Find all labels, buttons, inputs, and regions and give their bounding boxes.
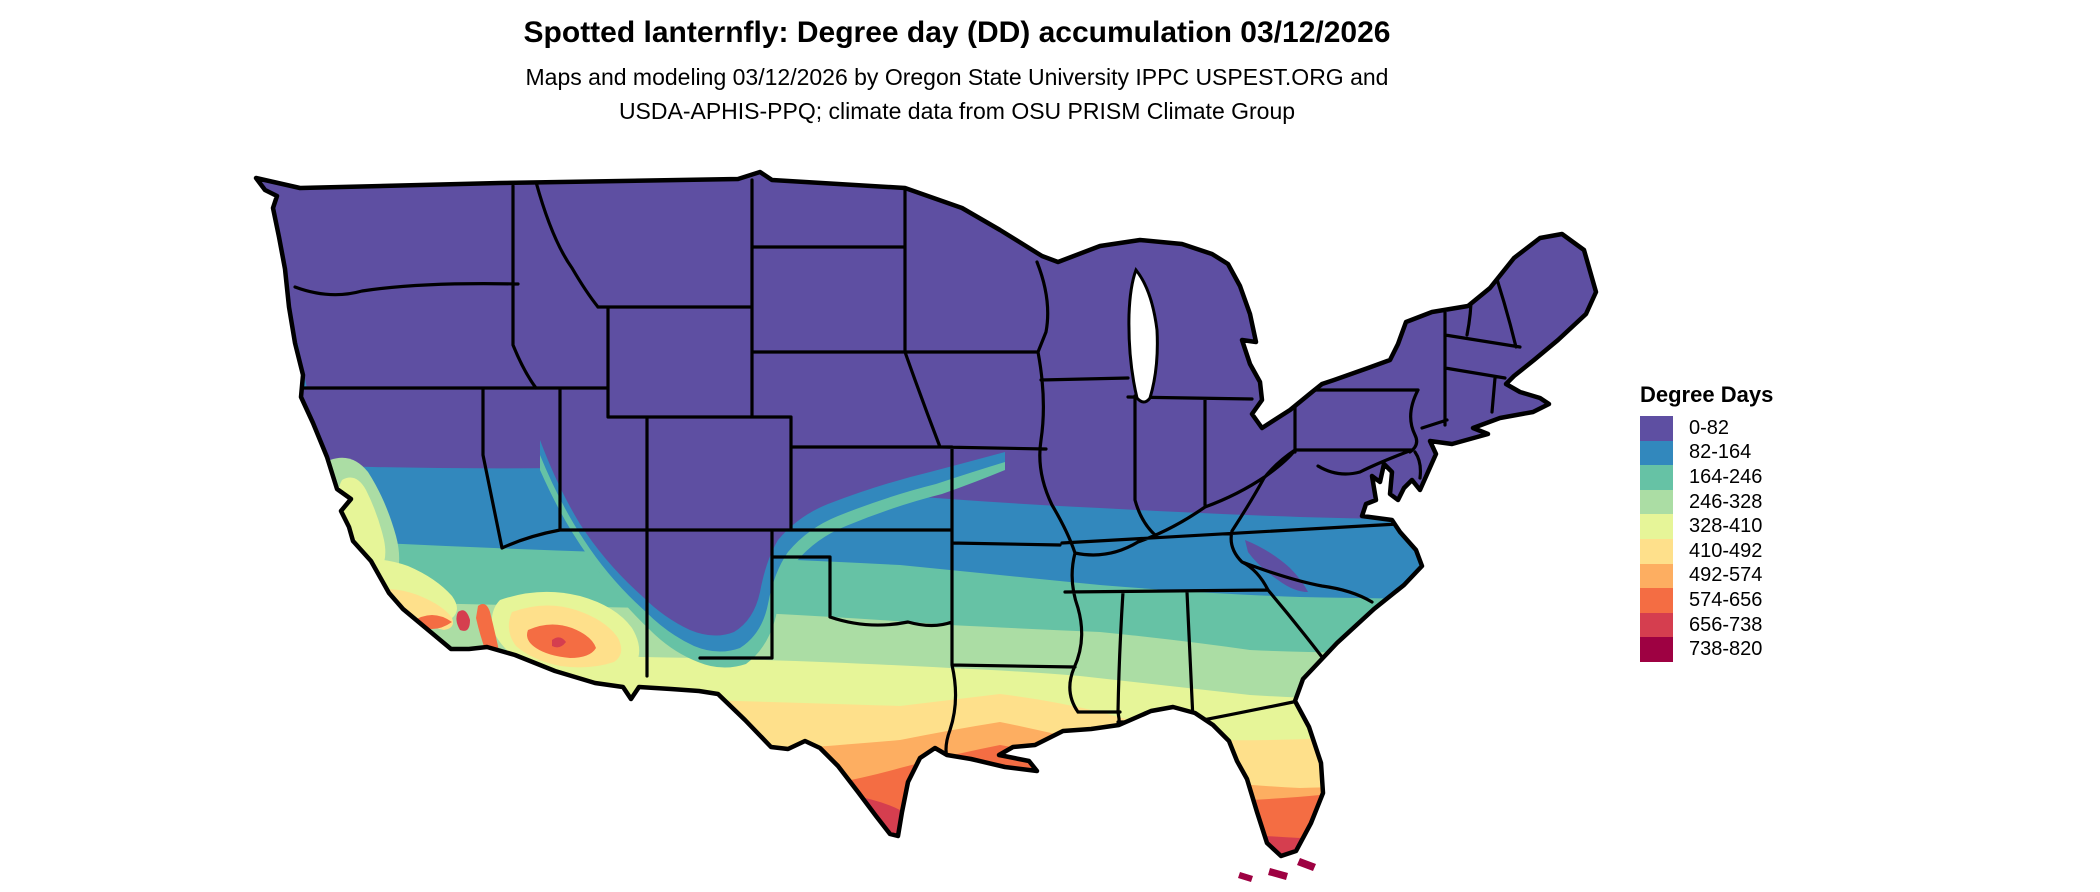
legend-swatch	[1640, 416, 1673, 441]
legend-label: 738-820	[1689, 638, 1763, 661]
us-outline	[253, 169, 1599, 859]
florida-keys-segment	[1268, 868, 1288, 880]
legend-row-738-820: 738-820	[1640, 637, 1773, 662]
legend-row-246-328: 246-328	[1640, 489, 1773, 515]
legend-swatch	[1640, 563, 1673, 589]
legend-title: Degree Days	[1640, 382, 1774, 407]
legend-swatch	[1640, 612, 1673, 638]
legend-swatch	[1640, 538, 1673, 564]
colorado-river-orange-streak	[476, 604, 500, 661]
band-656-738	[256, 795, 1596, 856]
legend-row-492-574: 492-574	[1640, 563, 1773, 589]
map-subtitle: Maps and modeling 03/12/2026 by Oregon S…	[0, 60, 1914, 128]
legend-label: 246-328	[1689, 490, 1763, 513]
band-738-820	[256, 828, 1596, 856]
band-410-492	[256, 694, 1596, 856]
legend-rows: 0-82 82-164 164-246 246-328 328-410 410-492 49…	[1640, 416, 1773, 662]
legend-label: 82-164	[1689, 441, 1752, 464]
legend-row-656-738: 656-738	[1640, 612, 1773, 638]
legend-label: 410-492	[1689, 539, 1763, 562]
legend-label: 656-738	[1689, 613, 1763, 636]
lake-michigan	[1127, 266, 1159, 404]
map-title: Spotted lanternfly: Degree day (DD) accu…	[523, 16, 1391, 49]
legend-row-574-656: 574-656	[1640, 588, 1773, 613]
band-328-410	[256, 650, 1596, 856]
legend-swatch	[1640, 514, 1673, 539]
band-574-656	[256, 745, 1596, 856]
legend-row-164-246: 164-246	[1640, 465, 1773, 490]
legend-row-410-492: 410-492	[1640, 538, 1773, 564]
socal-red-streak	[456, 610, 470, 631]
legend-swatch	[1640, 637, 1673, 662]
legend-label: 0-82	[1689, 416, 1730, 439]
state-borders	[293, 178, 1522, 760]
florida-keys	[1238, 858, 1316, 882]
west-interior-purple-core	[540, 350, 1005, 636]
subtitle-line-1: Maps and modeling 03/12/2026 by Oregon S…	[525, 64, 1389, 90]
legend-label: 574-656	[1689, 588, 1763, 611]
band-492-574	[256, 722, 1596, 856]
legend-row-328-410: 328-410	[1640, 514, 1773, 539]
legend-label: 492-574	[1689, 564, 1763, 587]
lake-champlain	[1442, 258, 1448, 312]
title-block: Spotted lanternfly: Degree day (DD) accu…	[0, 16, 1914, 128]
legend: Degree Days 0-82 82-164 164-246 246-328 328-…	[1640, 382, 1773, 662]
legend-swatch	[1640, 440, 1673, 466]
legend-label: 164-246	[1689, 465, 1763, 488]
legend-row-0-82: 0-82	[1640, 416, 1773, 441]
legend-swatch	[1640, 588, 1673, 613]
arizona-red-dot	[552, 637, 566, 648]
legend-row-82-164: 82-164	[1640, 440, 1773, 466]
legend-swatch	[1640, 489, 1673, 515]
legend-label: 328-410	[1689, 515, 1763, 538]
florida-keys-segment	[1238, 872, 1253, 882]
legend-swatch	[1640, 465, 1673, 490]
florida-keys-segment	[1297, 858, 1316, 871]
subtitle-line-2: USDA-APHIS-PPQ; climate data from OSU PR…	[618, 98, 1296, 124]
